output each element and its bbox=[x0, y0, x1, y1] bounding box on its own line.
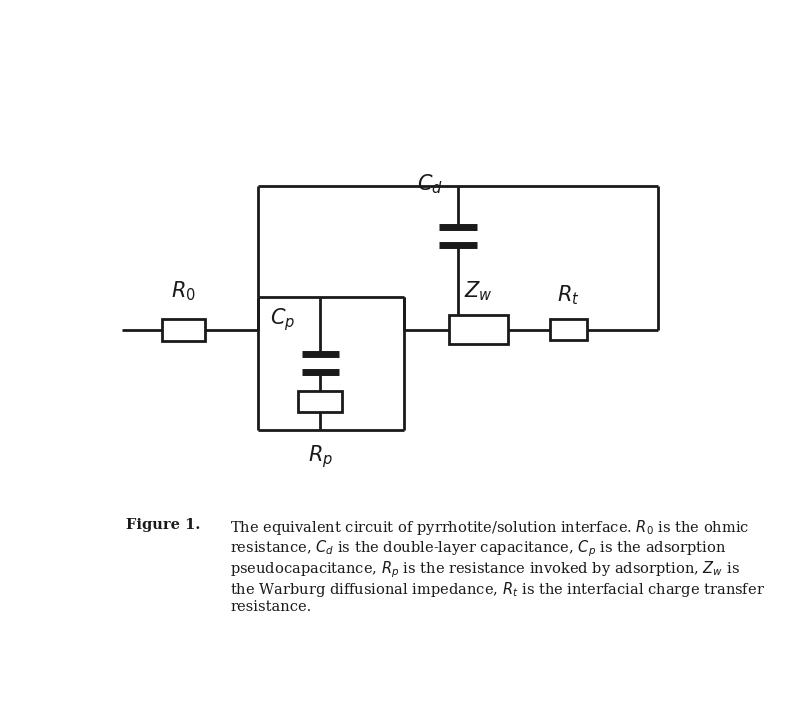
Bar bbox=[162, 319, 206, 341]
Text: Figure 1.: Figure 1. bbox=[126, 518, 201, 532]
Text: $Z_w$: $Z_w$ bbox=[464, 280, 493, 303]
Text: $C_d$: $C_d$ bbox=[417, 173, 443, 196]
Bar bbox=[550, 319, 586, 340]
Text: resistance.: resistance. bbox=[230, 600, 311, 614]
Text: the Warburg diffusional impedance, $R_t$ is the interfacial charge transfer: the Warburg diffusional impedance, $R_t$… bbox=[230, 580, 765, 598]
Bar bbox=[449, 316, 508, 344]
Bar bbox=[298, 391, 342, 413]
Text: $R_p$: $R_p$ bbox=[307, 443, 333, 470]
Text: resistance, $C_d$ is the double-layer capacitance, $C_p$ is the adsorption: resistance, $C_d$ is the double-layer ca… bbox=[230, 539, 726, 559]
Text: $R_t$: $R_t$ bbox=[557, 283, 579, 307]
Text: $R_0$: $R_0$ bbox=[171, 280, 196, 303]
Text: $C_p$: $C_p$ bbox=[270, 306, 295, 333]
Text: The equivalent circuit of pyrrhotite/solution interface. $R_0$ is the ohmic: The equivalent circuit of pyrrhotite/sol… bbox=[230, 518, 750, 537]
Text: pseudocapacitance, $R_p$ is the resistance invoked by adsorption, $Z_w$ is: pseudocapacitance, $R_p$ is the resistan… bbox=[230, 559, 740, 580]
